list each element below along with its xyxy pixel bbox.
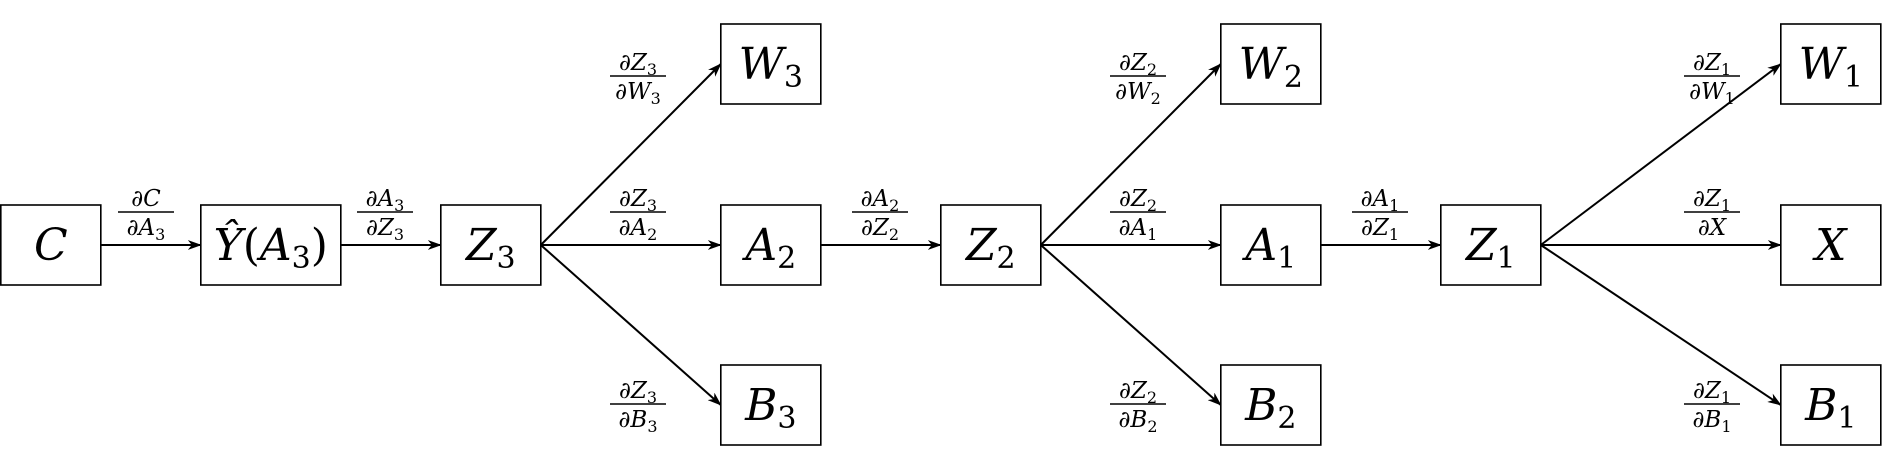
edge-z2-b2 xyxy=(1040,244,1222,406)
edge-z3-w3 xyxy=(540,63,722,246)
edge-z2-w2 xyxy=(1040,63,1222,246)
node-z1-label: Z1 xyxy=(1464,220,1516,276)
edge-label-da3-dz3: ∂A3∂Z3 xyxy=(357,186,413,244)
node-w2: W2 xyxy=(1220,23,1322,105)
node-z2: Z2 xyxy=(939,204,1042,286)
fraction-numerator: ∂Z1 xyxy=(1693,186,1731,215)
fraction-numerator: ∂Z2 xyxy=(1119,50,1157,79)
node-a1-label: A1 xyxy=(1241,220,1296,276)
node-w3-box xyxy=(719,23,822,105)
node-b2-box xyxy=(1220,364,1322,446)
node-b3: B3 xyxy=(719,364,822,446)
node-b1-box xyxy=(1780,364,1882,446)
edge-label-da1-dz1: ∂A1∂Z1 xyxy=(1352,186,1408,244)
fraction-numerator: ∂A2 xyxy=(861,186,900,215)
node-b3-box xyxy=(719,364,822,446)
fraction-denominator: ∂Z3 xyxy=(366,215,404,244)
node-z2-label: Z2 xyxy=(964,220,1016,276)
node-c: C xyxy=(0,204,102,286)
node-a1-box xyxy=(1220,204,1322,286)
edge-z1-b1 xyxy=(1540,244,1782,406)
node-z2-box xyxy=(939,204,1042,286)
node-a1: A1 xyxy=(1220,204,1322,286)
fraction-numerator: ∂Z3 xyxy=(619,50,657,79)
arrow xyxy=(1540,63,1782,246)
fraction-numerator: ∂Z3 xyxy=(619,186,657,215)
fraction-numerator: ∂A1 xyxy=(1361,186,1400,215)
fraction-numerator: ∂A3 xyxy=(366,186,405,215)
edge-z3-b3 xyxy=(540,244,722,406)
edge-label-dz1-db1: ∂Z1∂B1 xyxy=(1684,378,1740,436)
edge-label-dz3-dw3: ∂Z3∂W3 xyxy=(610,50,666,108)
arrow xyxy=(1540,244,1782,406)
node-b2: B2 xyxy=(1220,364,1322,446)
fraction-numerator: ∂Z2 xyxy=(1119,186,1157,215)
node-b1-label: B1 xyxy=(1804,380,1856,436)
fraction-denominator: ∂Z1 xyxy=(1361,215,1399,244)
node-w1: W1 xyxy=(1780,23,1882,105)
node-y-hat-a3-label: Ŷ(A3) xyxy=(214,218,328,276)
node-w2-label: W2 xyxy=(1239,39,1303,95)
fraction-denominator: ∂W2 xyxy=(1115,79,1161,108)
edge-label-dc-da3: ∂C ∂A3 xyxy=(118,186,174,244)
node-x-box xyxy=(1780,204,1882,286)
node-w3-label: W3 xyxy=(739,39,803,95)
node-x: X xyxy=(1780,204,1882,286)
node-w1-box xyxy=(1780,23,1882,105)
fraction-denominator: ∂A2 xyxy=(619,215,658,244)
node-b1: B1 xyxy=(1780,364,1882,446)
arrow xyxy=(540,63,722,246)
node-w3: W3 xyxy=(719,23,822,105)
fraction-numerator: ∂C xyxy=(131,186,161,212)
node-x-label: X xyxy=(1812,220,1848,271)
fraction-denominator: ∂X xyxy=(1698,215,1728,241)
node-a2-label: A2 xyxy=(741,220,796,276)
node-c-label: C xyxy=(34,220,68,271)
fraction-denominator: ∂W3 xyxy=(615,79,661,108)
edge-label-dz2-dw2: ∂Z2∂W2 xyxy=(1110,50,1166,108)
edge-label-dz2-db2: ∂Z2∂B2 xyxy=(1110,378,1166,436)
arrow xyxy=(1040,244,1222,406)
node-z3-box xyxy=(439,204,542,286)
node-y-hat-a3: Ŷ(A3) xyxy=(200,204,342,286)
fraction-denominator: ∂Z2 xyxy=(861,215,899,244)
node-b2-label: B2 xyxy=(1244,380,1296,436)
fraction-numerator: ∂Z1 xyxy=(1693,378,1731,407)
edges-layer xyxy=(100,63,1782,406)
fraction-numerator: ∂Z1 xyxy=(1693,50,1731,79)
fraction-numerator: ∂Z3 xyxy=(619,378,657,407)
node-z3: Z3 xyxy=(439,204,542,286)
labels-layer: ∂C∂A3∂A3∂Z3∂Z3∂W3∂Z3∂A2∂Z3∂B3∂A2∂Z2∂Z2∂W… xyxy=(118,50,1740,436)
fraction-denominator: ∂W1 xyxy=(1689,79,1735,108)
edge-z1-w1 xyxy=(1540,63,1782,246)
node-w1-label: W1 xyxy=(1799,39,1863,95)
edge-label-dz3-da2: ∂Z3∂A2 xyxy=(610,186,666,244)
fraction-denominator: ∂B1 xyxy=(1693,407,1732,436)
node-z3-label: Z3 xyxy=(464,220,516,276)
fraction-denominator: ∂A1 xyxy=(1119,215,1158,244)
fraction-denominator: ∂A3 xyxy=(127,215,166,244)
edge-label-da2-dz2: ∂A2∂Z2 xyxy=(852,186,908,244)
edge-label-dz1-dw1: ∂Z1∂W1 xyxy=(1684,50,1740,108)
edge-label-dz3-db3: ∂Z3∂B3 xyxy=(610,378,666,436)
node-y-hat-a3-box xyxy=(200,204,342,286)
arrow xyxy=(1040,63,1222,246)
edge-label-dz1-dx: ∂Z1∂X xyxy=(1684,186,1740,241)
nodes-layer: C Ŷ(A3) Z3 W3 A2 B3 Z2 W2 A1 B2 Z1 W1 X B1 xyxy=(0,23,1882,446)
fraction-numerator: ∂Z2 xyxy=(1119,378,1157,407)
node-z1-box xyxy=(1440,204,1542,286)
node-w2-box xyxy=(1220,23,1322,105)
node-c-box xyxy=(0,204,102,286)
node-a2: A2 xyxy=(719,204,822,286)
node-b3-label: B3 xyxy=(744,380,796,436)
fraction-denominator: ∂B2 xyxy=(1119,407,1158,436)
node-z1: Z1 xyxy=(1440,204,1542,286)
arrow xyxy=(540,244,722,406)
fraction-denominator: ∂B3 xyxy=(619,407,658,436)
edge-label-dz2-da1: ∂Z2∂A1 xyxy=(1110,186,1166,244)
node-a2-box xyxy=(719,204,822,286)
